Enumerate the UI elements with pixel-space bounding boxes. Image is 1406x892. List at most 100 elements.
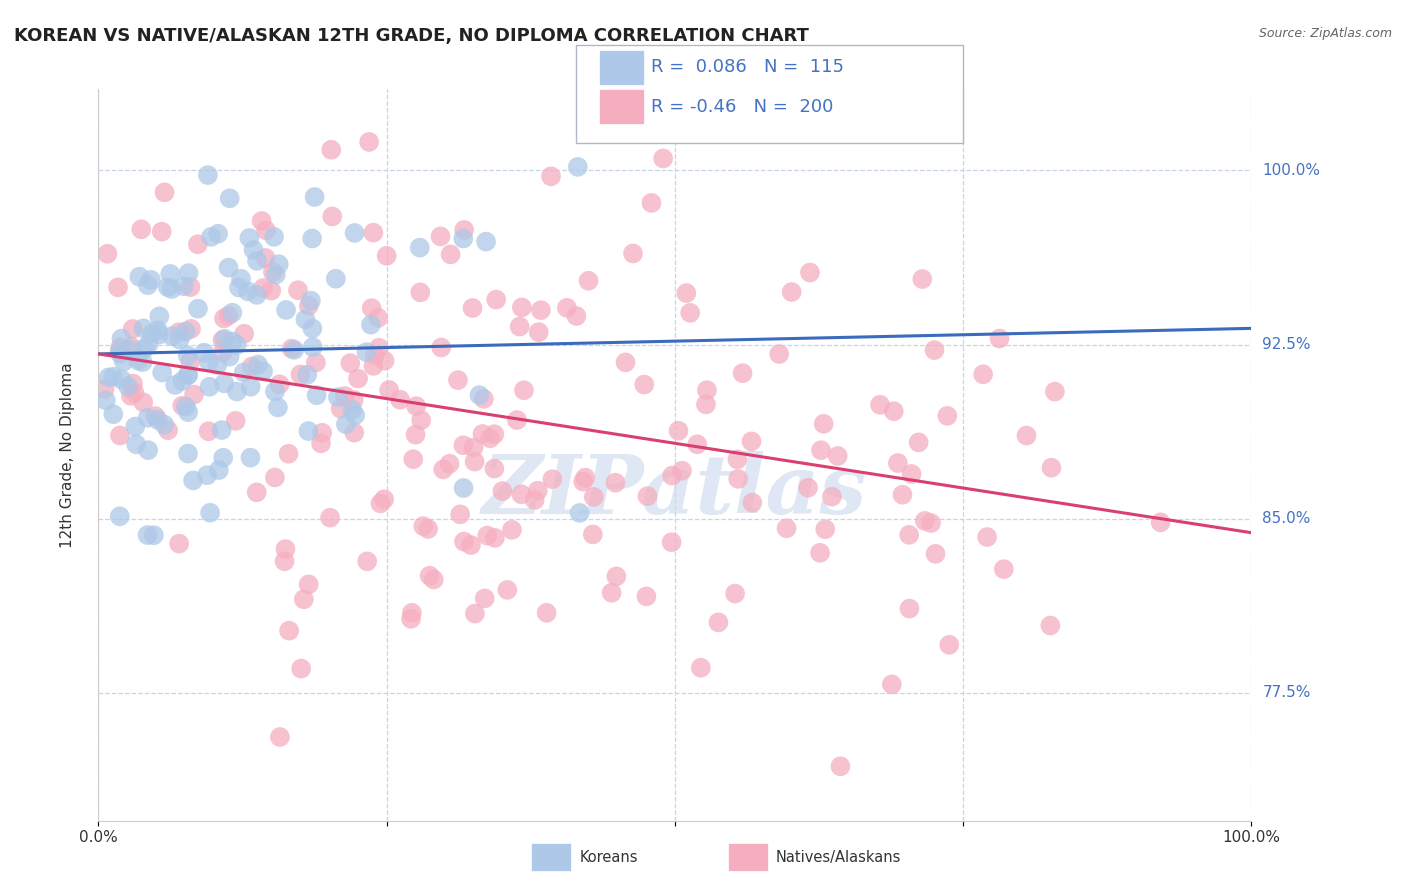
Point	[238, 231, 260, 245]
Point	[108, 341, 131, 355]
Point	[567, 160, 589, 174]
Point	[287, 283, 309, 297]
Point	[429, 229, 451, 244]
Point	[898, 601, 921, 615]
Point	[891, 488, 914, 502]
Point	[208, 463, 231, 477]
Point	[264, 384, 287, 399]
Point	[911, 272, 934, 286]
Point	[167, 325, 190, 339]
Point	[640, 195, 662, 210]
Point	[214, 332, 236, 346]
Point	[136, 528, 159, 542]
Point	[509, 319, 531, 334]
Point	[883, 404, 905, 418]
Point	[132, 395, 155, 409]
Point	[146, 413, 169, 427]
Point	[540, 169, 562, 184]
Point	[555, 301, 578, 315]
Point	[333, 389, 356, 403]
Point	[993, 562, 1015, 576]
Point	[124, 385, 146, 400]
Point	[319, 510, 342, 524]
Point	[94, 393, 117, 408]
Point	[197, 168, 219, 182]
Point	[297, 368, 319, 382]
Point	[347, 371, 370, 385]
Point	[197, 424, 219, 438]
Point	[157, 423, 180, 437]
Point	[432, 462, 454, 476]
Point	[153, 417, 176, 432]
Point	[141, 326, 163, 341]
Point	[568, 506, 591, 520]
Point	[633, 377, 655, 392]
Y-axis label: 12th Grade, No Diploma: 12th Grade, No Diploma	[60, 362, 75, 548]
Point	[326, 390, 349, 404]
Point	[621, 246, 644, 260]
Point	[907, 435, 929, 450]
Point	[869, 398, 891, 412]
Point	[475, 235, 498, 249]
Point	[132, 321, 155, 335]
Point	[207, 358, 229, 372]
Point	[578, 274, 600, 288]
Point	[451, 231, 474, 245]
Point	[103, 407, 125, 421]
Point	[252, 364, 274, 378]
Point	[264, 470, 287, 484]
Point	[914, 514, 936, 528]
Point	[661, 468, 683, 483]
Point	[239, 380, 262, 394]
Point	[605, 569, 627, 583]
Point	[344, 408, 367, 422]
Point	[402, 452, 425, 467]
Point	[280, 342, 302, 356]
Point	[131, 355, 153, 369]
Point	[309, 436, 332, 450]
Point	[936, 409, 959, 423]
Point	[148, 310, 170, 324]
Point	[813, 417, 835, 431]
Point	[212, 450, 235, 465]
Point	[139, 273, 162, 287]
Point	[880, 677, 903, 691]
Point	[988, 331, 1011, 345]
Point	[541, 472, 564, 486]
Point	[239, 450, 262, 465]
Point	[179, 280, 201, 294]
Point	[727, 472, 749, 486]
Point	[652, 152, 675, 166]
Point	[461, 301, 484, 315]
Point	[294, 312, 316, 326]
Point	[479, 431, 502, 445]
Point	[136, 278, 159, 293]
Text: R =  0.086   N =  115: R = 0.086 N = 115	[651, 58, 844, 77]
Point	[273, 554, 295, 568]
Point	[240, 359, 263, 374]
Point	[108, 509, 131, 524]
Point	[305, 355, 328, 369]
Point	[174, 400, 197, 414]
Point	[924, 343, 946, 357]
Point	[363, 348, 385, 362]
Point	[636, 489, 658, 503]
Point	[976, 530, 998, 544]
Point	[810, 443, 832, 458]
Point	[675, 286, 697, 301]
Text: KOREAN VS NATIVE/ALASKAN 12TH GRADE, NO DIPLOMA CORRELATION CHART: KOREAN VS NATIVE/ALASKAN 12TH GRADE, NO …	[14, 27, 808, 45]
Point	[254, 223, 277, 237]
Point	[108, 344, 131, 359]
Point	[301, 231, 323, 245]
Point	[177, 368, 200, 383]
Point	[471, 427, 494, 442]
Point	[187, 301, 209, 316]
Point	[329, 401, 352, 416]
Point	[731, 366, 754, 380]
Point	[136, 410, 159, 425]
Point	[830, 759, 852, 773]
Point	[107, 280, 129, 294]
Point	[242, 243, 264, 257]
Point	[399, 612, 422, 626]
Text: Source: ZipAtlas.com: Source: ZipAtlas.com	[1258, 27, 1392, 40]
